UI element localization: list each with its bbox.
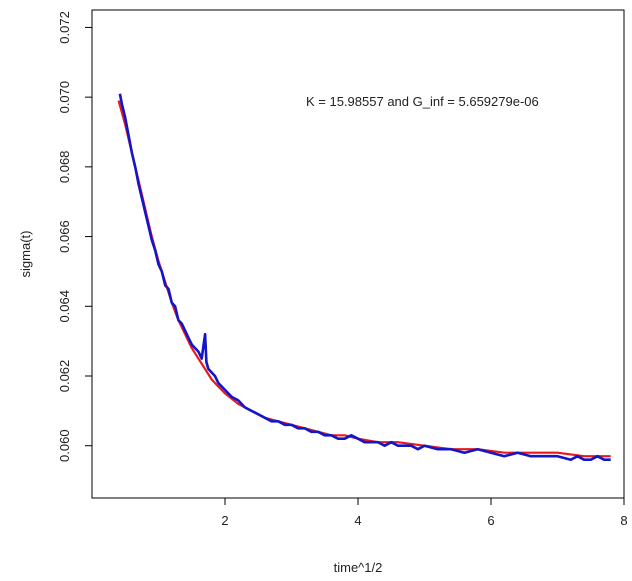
y-axis-label: sigma(t) bbox=[18, 231, 33, 278]
fit-line bbox=[117, 100, 611, 458]
x-tick-label: 2 bbox=[221, 513, 228, 528]
data-line bbox=[118, 93, 611, 462]
x-tick-label: 8 bbox=[620, 513, 627, 528]
y-tick-label: 0.072 bbox=[57, 11, 72, 44]
y-tick-label: 0.066 bbox=[57, 220, 72, 253]
plot-frame bbox=[91, 9, 625, 499]
x-axis: 2 4 6 8 bbox=[221, 498, 628, 528]
x-tick-label: 6 bbox=[487, 513, 494, 528]
x-axis-label: time^1/2 bbox=[334, 560, 383, 575]
y-axis: 0.060 0.062 0.064 0.066 0.068 0.070 0.072 bbox=[57, 11, 92, 462]
y-tick-label: 0.064 bbox=[57, 290, 72, 323]
y-tick-label: 0.060 bbox=[57, 429, 72, 462]
y-tick-label: 0.070 bbox=[57, 81, 72, 114]
series-layer bbox=[117, 93, 611, 462]
annotation-text: K = 15.98557 and G_inf = 5.659279e-06 bbox=[306, 94, 539, 109]
y-tick-label: 0.062 bbox=[57, 360, 72, 393]
y-tick-label: 0.068 bbox=[57, 151, 72, 184]
x-tick-label: 4 bbox=[354, 513, 361, 528]
